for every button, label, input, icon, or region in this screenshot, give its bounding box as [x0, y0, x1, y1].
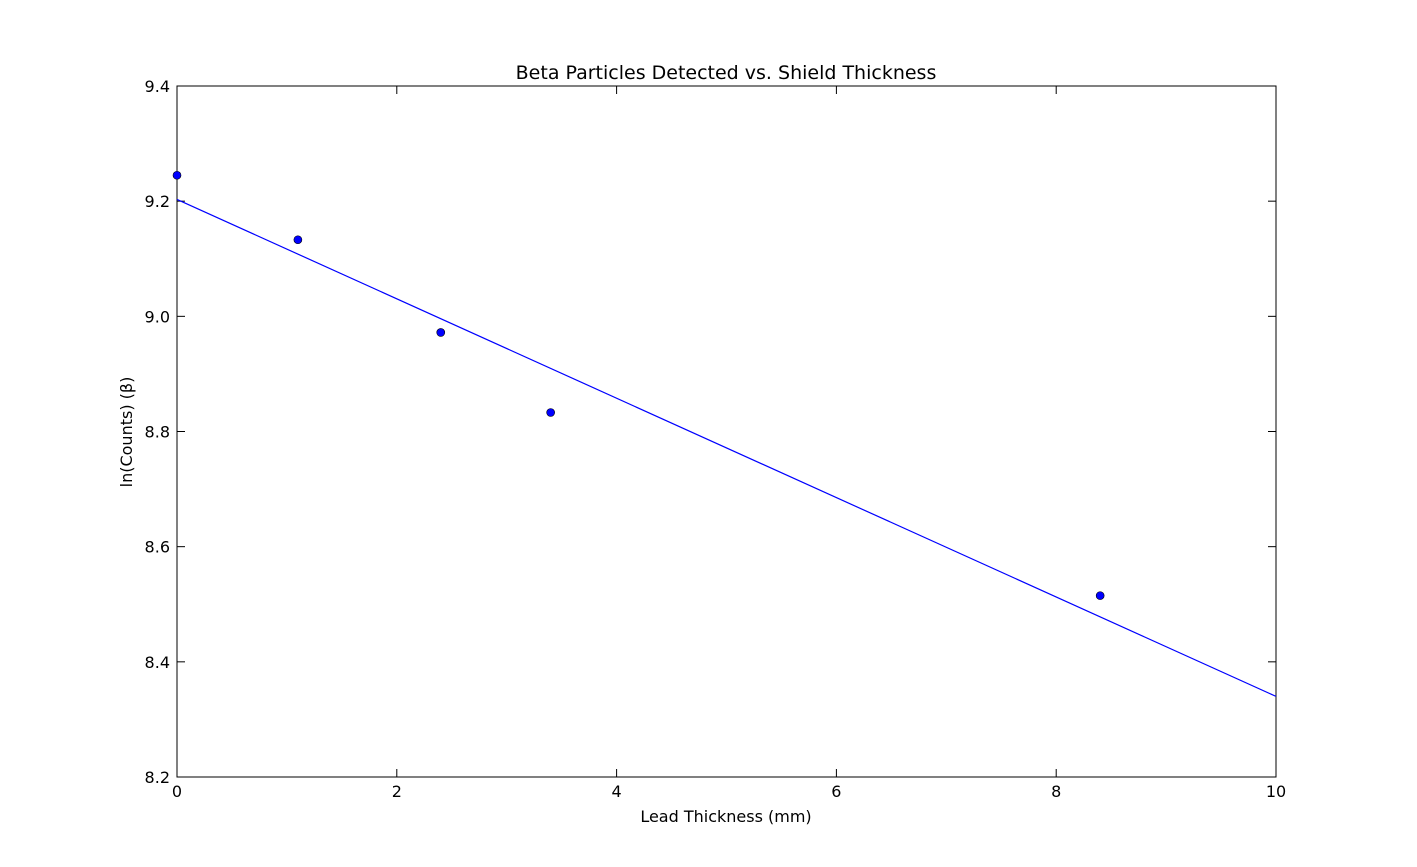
x-tick-label: 0 [172, 782, 182, 801]
y-axis-label: ln(Counts) (β) [117, 377, 136, 488]
series-layer [172, 170, 1277, 697]
chart-title: Beta Particles Detected vs. Shield Thick… [516, 62, 937, 84]
data-point [546, 408, 555, 417]
y-tick-label: 8.6 [145, 538, 170, 557]
data-point [293, 235, 303, 245]
data-point [436, 328, 446, 337]
data-point [1095, 591, 1105, 600]
x-axis-label: Lead Thickness (mm) [640, 807, 811, 826]
y-tick-label: 8.2 [145, 768, 170, 787]
x-tick-label: 8 [1051, 782, 1061, 801]
y-axis: 8.2 8.4 8.6 8.8 9.0 9.2 9.4 [145, 77, 1276, 787]
y-tick-label: 9.2 [145, 192, 170, 211]
y-tick-label: 9.0 [145, 307, 170, 326]
y-tick-label: 8.8 [145, 423, 170, 442]
y-tick-label: 8.4 [145, 653, 170, 672]
x-tick-label: 4 [612, 782, 622, 801]
data-point [172, 170, 182, 180]
x-tick-label: 10 [1266, 782, 1286, 801]
x-tick-label: 6 [831, 782, 841, 801]
x-axis: 0 2 4 6 8 10 [172, 86, 1286, 801]
y-tick-label: 9.4 [145, 77, 170, 96]
x-tick-label: 2 [392, 782, 402, 801]
plot-frame [176, 85, 1277, 778]
fit-line [176, 198, 1277, 697]
